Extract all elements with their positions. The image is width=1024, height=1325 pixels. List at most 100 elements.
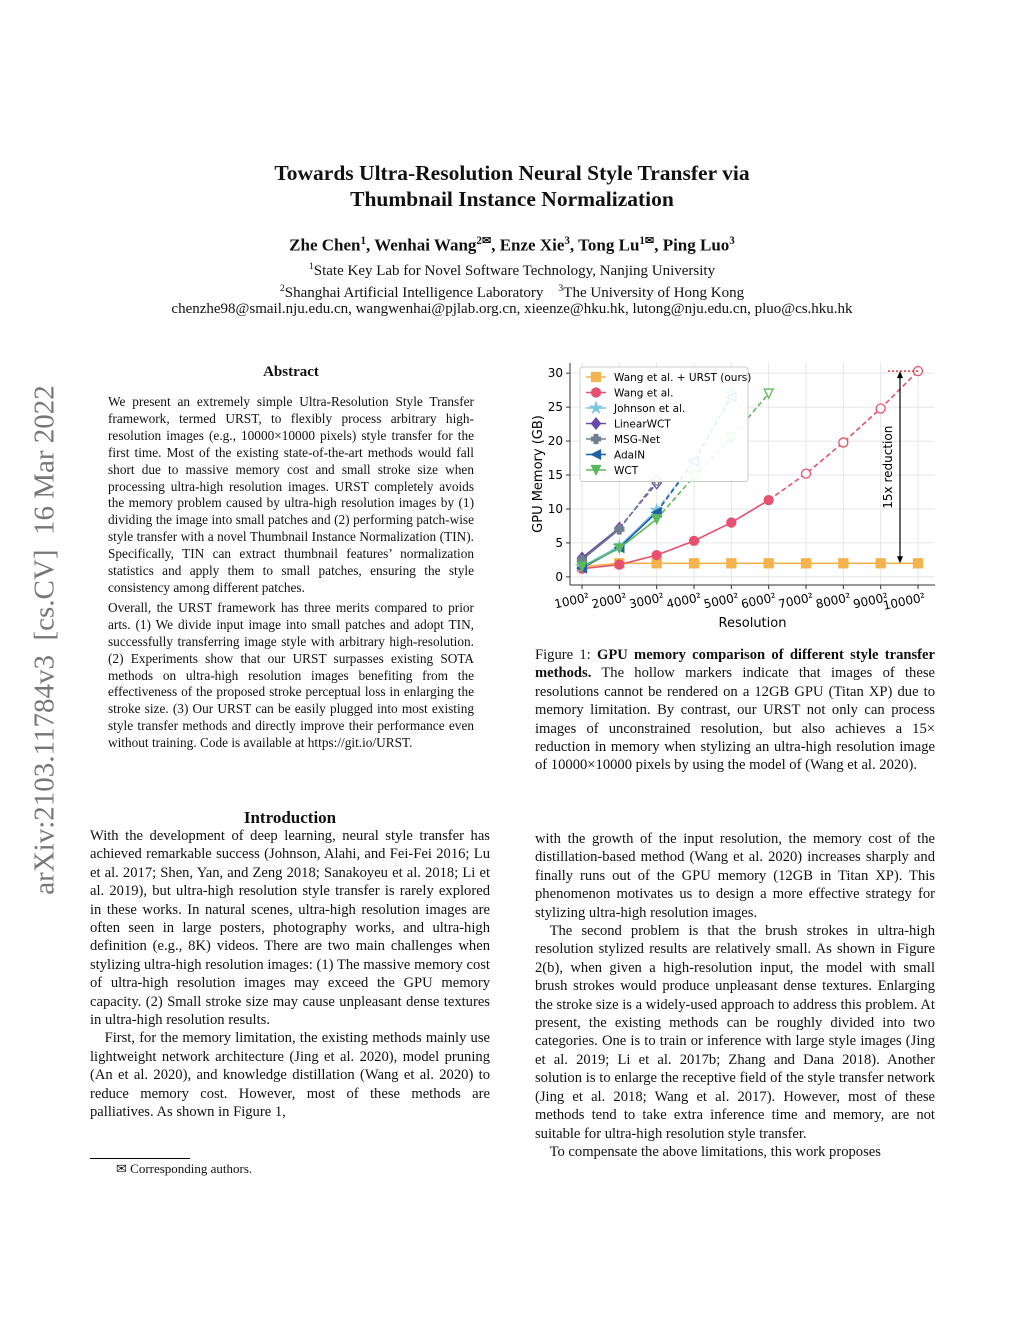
x-tick-label: 8000²: [814, 590, 852, 611]
marker: [875, 558, 886, 569]
legend-label: MSG-Net: [614, 434, 660, 446]
x-tick-label: 1000²: [553, 590, 591, 611]
x-tick-label: 6000²: [740, 590, 778, 611]
y-axis-label: GPU Memory (GB): [531, 415, 546, 533]
marker: [800, 558, 812, 569]
abstract: We present an extremely simple Ultra-Res…: [108, 394, 474, 752]
author-sup: 2✉: [476, 235, 492, 247]
legend-label: Wang et al. + URST (ours): [614, 372, 751, 384]
caption: Figure 1: GPU memory comparison of diffe…: [535, 646, 935, 775]
x-tick-label: 5000²: [702, 590, 740, 611]
marker: [763, 494, 774, 506]
column-text: With the development of deep learning, n…: [90, 827, 490, 1122]
author-sup: 1✉: [639, 235, 655, 247]
y-tick-label: 20: [548, 434, 563, 448]
arxiv-id: arXiv:2103.11784v3 [cs.CV] 16 Mar 2022: [28, 385, 61, 895]
affiliation-sup: 3: [558, 283, 564, 294]
author-sup: 1: [360, 235, 367, 247]
x-tick-label: 4000²: [665, 590, 703, 611]
marker: [838, 558, 849, 569]
series-line: [768, 370, 919, 501]
marker: [590, 387, 602, 398]
marker: [590, 448, 602, 461]
marker: [763, 558, 774, 569]
legend-label: WCT: [614, 465, 639, 477]
affiliation-line: 1State Key Lab for Novel Software Techno…: [0, 261, 1024, 280]
series-line: [581, 499, 770, 570]
legend-label: Johnson et al.: [613, 403, 685, 415]
affiliation-text: Shanghai Artificial Intelligence Laborat…: [284, 285, 544, 301]
emails: chenzhe98@smail.nju.edu.cn, wangwenhai@p…: [171, 301, 853, 317]
y-tick-label: 30: [548, 366, 563, 380]
y-tick-label: 25: [548, 400, 563, 414]
marker: [688, 535, 700, 547]
marker: [588, 400, 604, 415]
marker: [726, 558, 737, 569]
marker: [590, 416, 602, 431]
author-sup: 3: [729, 235, 735, 247]
y-tick-label: 0: [555, 570, 563, 584]
paragraph: To compensate the above limitations, thi…: [549, 1143, 881, 1160]
annotation: 15x reduction: [881, 426, 895, 509]
author-name: Tong Lu: [578, 235, 640, 255]
caption-bold: GPU memory comparison of different style…: [535, 647, 935, 682]
marker: [651, 549, 662, 561]
marker: [912, 558, 924, 569]
arrow-head: [897, 556, 903, 564]
x-tick-label: 3000²: [628, 590, 666, 611]
paragraph: We present an extremely simple Ultra-Res…: [108, 394, 474, 595]
paragraph: Overall, the URST framework has three me…: [108, 599, 474, 751]
affiliation-text: State Key Lab for Novel Software Technol…: [313, 263, 716, 279]
legend-label: Wang et al.: [614, 388, 673, 400]
author-name: Ping Luo: [662, 235, 730, 255]
abstract-heading: Abstract: [263, 364, 319, 380]
marker: [590, 433, 602, 445]
marker: [590, 464, 602, 476]
series-line: [581, 527, 620, 559]
series-line: [618, 479, 658, 530]
author-name: Zhe Chen: [289, 235, 361, 255]
y-tick-label: 5: [555, 536, 563, 550]
paragraph: With the development of deep learning, n…: [90, 828, 490, 1029]
affiliation-sup: 1: [308, 261, 314, 272]
marker: [614, 559, 625, 570]
marker: [763, 388, 775, 400]
paragraph: First, for the memory limitation, the ex…: [90, 1030, 490, 1121]
affiliation-line: 2Shanghai Artificial Intelligence Labora…: [0, 283, 1024, 302]
x-tick-label: 2000²: [590, 590, 628, 611]
marker: [875, 403, 886, 414]
legend-box: [579, 366, 749, 482]
arrow-head: [897, 371, 903, 379]
marker: [838, 437, 849, 448]
marker: [726, 517, 737, 528]
section-heading: Introduction: [243, 808, 337, 827]
marker: [613, 543, 625, 555]
series-line: [581, 562, 918, 568]
footnote: ✉ Corresponding authors.: [116, 1161, 253, 1176]
authors: Zhe Chen1, Wenhai Wang2✉, Enze Xie3, Ton…: [289, 235, 735, 255]
author-name: Wenhai Wang: [374, 235, 477, 255]
affiliation-text: The University of Hong Kong: [563, 285, 745, 301]
footnote-rule: [90, 1158, 190, 1159]
marker: [590, 371, 602, 383]
x-tick-label: 10000²: [882, 590, 927, 613]
paragraph: The second problem is that the brush str…: [535, 923, 935, 1142]
caption-body: The hollow markers indicate that images …: [535, 665, 935, 774]
y-tick-label: 15: [548, 468, 563, 482]
legend: Wang et al. + URST (ours) Wang et al. John…: [579, 366, 751, 482]
marker: [800, 468, 812, 479]
title-line: Thumbnail Instance Normalization: [350, 187, 674, 211]
x-axis-label: Resolution: [719, 616, 787, 631]
title-line: Towards Ultra-Resolution Neural Style Tr…: [274, 161, 750, 185]
caption-text: Figure 1: GPU memory comparison of diffe…: [535, 646, 935, 775]
affiliation-sup: 2: [279, 283, 285, 294]
legend-label: AdaIN: [614, 450, 645, 462]
y-tick-label: 10: [548, 502, 563, 516]
marker: [614, 524, 625, 535]
marker: [576, 561, 588, 573]
chart: 0 5 10 15 20 25 30 1000² 2000² 3000² 4000² 5000² 600…: [531, 363, 935, 631]
marker: [688, 558, 700, 569]
series-line: [581, 528, 620, 561]
author-name: Enze Xie: [499, 235, 565, 255]
